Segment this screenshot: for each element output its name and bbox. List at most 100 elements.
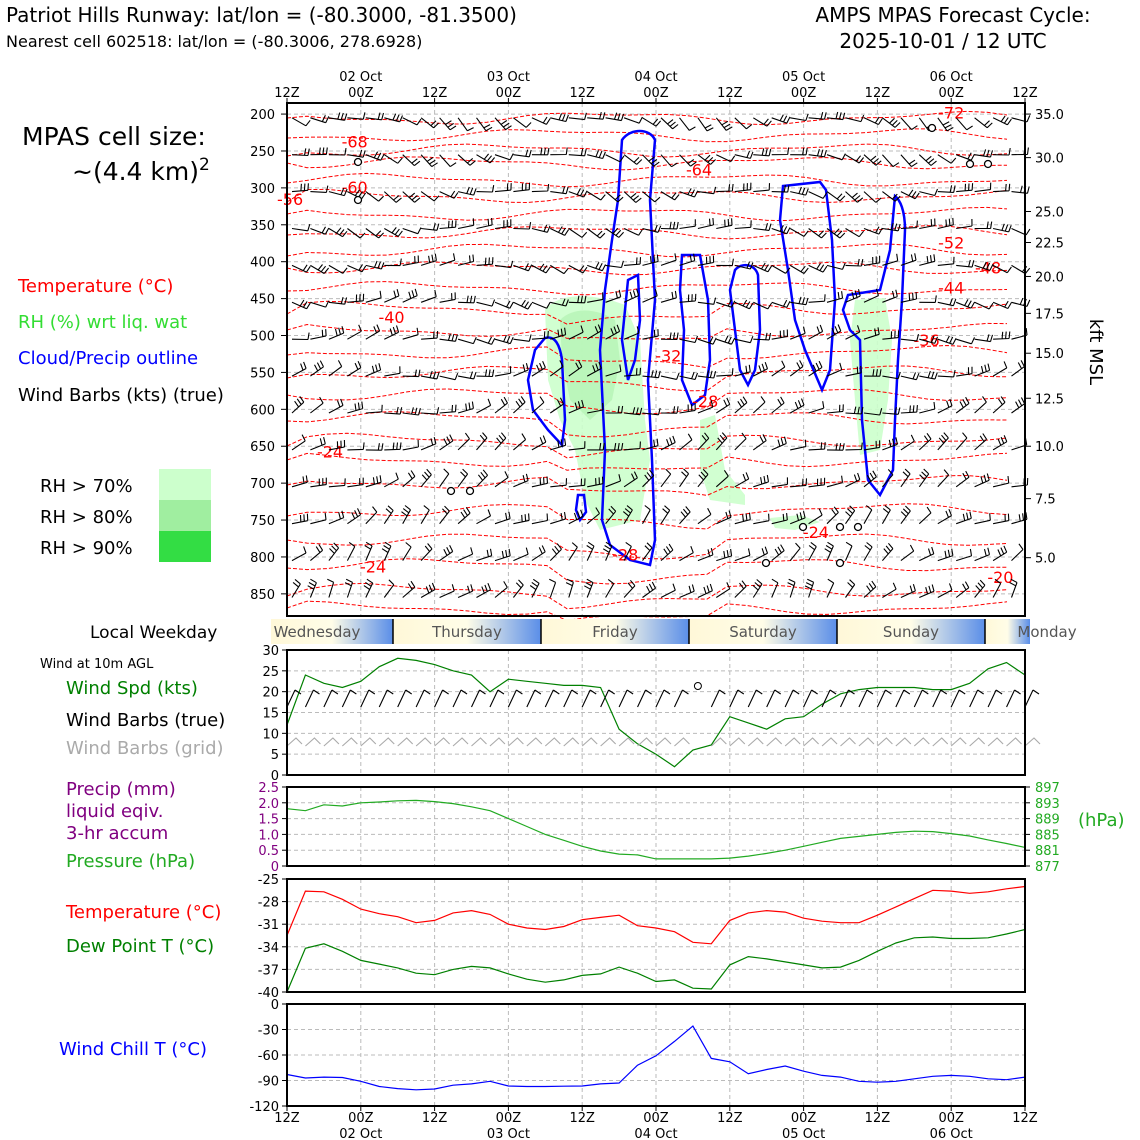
wind-barb	[291, 578, 301, 598]
wind-barb	[310, 300, 330, 308]
wind-barb	[642, 370, 661, 379]
wind-barb	[882, 330, 900, 340]
wind-barb	[310, 185, 329, 193]
wind-barb	[789, 228, 809, 237]
wind-barb	[439, 253, 456, 266]
precip-label-3: 3-hr accum	[66, 823, 168, 844]
wind-barb	[347, 264, 367, 273]
wind-barb	[1011, 397, 1026, 414]
kft-tick-label: 20.0	[1035, 270, 1064, 285]
wind-barb	[384, 406, 403, 415]
wind-barb	[365, 260, 385, 270]
wind-barb	[642, 469, 655, 488]
surface-wind-barb	[415, 689, 431, 708]
wind-barb	[974, 301, 994, 310]
pressure-tick-label: 750	[250, 514, 275, 529]
wind-barb	[660, 253, 677, 266]
wind-barb	[310, 264, 330, 274]
wind-barb	[882, 117, 901, 128]
wind-barb	[328, 478, 346, 488]
wind-barb	[679, 253, 696, 266]
panel-frame	[286, 786, 1026, 867]
pressure-tick-label: 250	[250, 145, 275, 160]
wind-barb	[568, 148, 587, 157]
temperature-contour-label: -24	[317, 442, 343, 461]
wind-barb	[771, 360, 786, 377]
wind-barb	[660, 406, 679, 414]
wind-barb	[1011, 360, 1025, 377]
grid-wind-barb	[1024, 737, 1041, 747]
wind-barb	[605, 505, 617, 525]
wind-barb	[679, 219, 696, 230]
wind-barb	[753, 223, 772, 231]
wind-barb	[992, 435, 1008, 451]
wind-barb	[826, 191, 846, 202]
temperature-contour-label: -28	[612, 546, 638, 565]
wind-barb	[992, 578, 1002, 598]
temperature-contour	[286, 243, 1008, 258]
temperature-contour	[286, 411, 1008, 438]
wind-barb	[402, 154, 421, 167]
surface-wind-barb	[581, 689, 597, 708]
wind-barb	[512, 579, 524, 598]
temperature-contour	[286, 322, 1008, 340]
y-tick-label: 0	[271, 860, 279, 875]
wind-barb	[845, 365, 862, 377]
wind-barb	[365, 475, 382, 488]
wind-barb	[568, 188, 588, 198]
wind-barb	[734, 299, 754, 310]
wind-barb	[697, 400, 714, 414]
wind-barb	[584, 578, 594, 598]
temperature-contour	[286, 452, 1008, 471]
wind-barb	[347, 360, 362, 377]
wind-barb	[808, 401, 825, 414]
wind-barb	[476, 469, 489, 488]
wind-barb	[550, 512, 567, 525]
wind-barb	[900, 189, 920, 200]
wind-barb	[642, 224, 662, 233]
wind-barb	[863, 226, 883, 235]
wind-barb	[956, 218, 973, 230]
wind-barb	[808, 191, 828, 199]
wind-barb	[605, 405, 624, 414]
top-time-label: 12Z	[274, 86, 300, 101]
wind-barb	[752, 579, 763, 598]
title-cycle-date: 2025-10-01 / 12 UTC	[839, 29, 1046, 53]
wind-barb	[826, 443, 845, 451]
wind-barb	[476, 509, 492, 525]
y-tick-label: -30	[258, 1024, 279, 1039]
wind-barb	[605, 364, 622, 377]
wind-barb	[586, 507, 600, 525]
wind-barb	[494, 511, 511, 525]
wind-barb	[457, 186, 477, 196]
wind-barb	[457, 254, 475, 266]
wind-barb	[328, 148, 347, 156]
wind-barb	[697, 217, 715, 230]
legend-cloud-outline: Cloud/Precip outline	[18, 348, 198, 369]
wind-barb	[384, 442, 402, 451]
wind-barb	[384, 289, 400, 303]
wind-barb	[863, 369, 882, 377]
wind-barb	[808, 262, 828, 273]
wind-barb	[937, 185, 956, 193]
legend-temperature: Temperature (°C)	[17, 276, 173, 297]
wind-barb	[513, 299, 533, 310]
wind-barb	[771, 224, 791, 235]
wind-barb	[753, 332, 772, 341]
bottom-date-label: 02 Oct	[339, 1127, 382, 1140]
wind-barb	[753, 362, 769, 377]
y-tick-label: -25	[258, 873, 279, 888]
pressure-tick-label: 897	[1035, 781, 1060, 796]
surface-wind-barb	[895, 689, 911, 708]
wind-barb	[458, 371, 477, 380]
wind-barb	[919, 188, 939, 197]
weekday-bar: Wednesday Thursday Friday Saturday Sunday Mon…	[271, 619, 1077, 644]
wind-barb	[531, 147, 550, 156]
wind-barb	[716, 218, 733, 230]
grid-wind-barb	[858, 737, 875, 747]
wind-barbs-true-label: Wind Barbs (true)	[66, 710, 225, 731]
top-date-label: 02 Oct	[339, 70, 382, 85]
wind-barb	[328, 510, 345, 525]
wind-barb	[347, 112, 366, 120]
wind-barb	[513, 396, 526, 414]
